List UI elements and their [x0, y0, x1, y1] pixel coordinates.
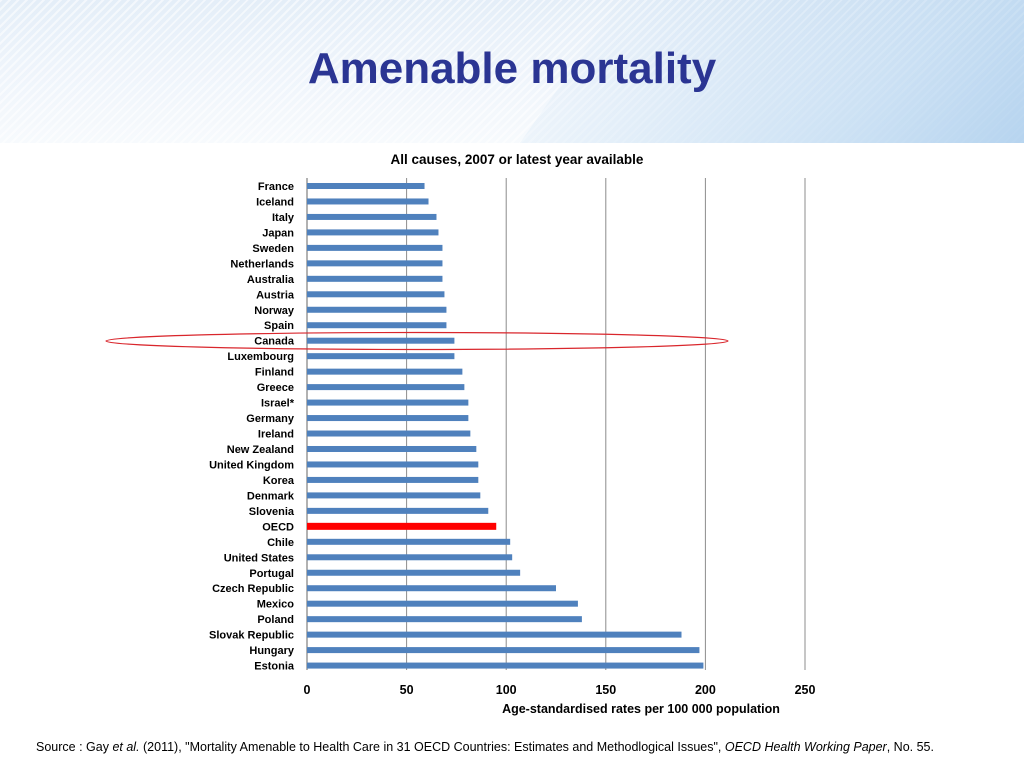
x-tick-label: 150 — [595, 683, 616, 697]
bar-finland — [307, 368, 463, 375]
category-labels: France Iceland Italy Japan Sweden Netherlands… — [209, 181, 295, 673]
category-label: Netherlands — [230, 258, 294, 270]
bar-mexico — [307, 600, 578, 607]
category-label: New Zealand — [227, 444, 294, 456]
category-label: Italy — [272, 212, 295, 224]
bar-australia — [307, 275, 443, 282]
chart-title: All causes, 2007 or latest year availabl… — [391, 152, 644, 167]
category-label: Greece — [257, 382, 294, 394]
bar-israel — [307, 399, 469, 406]
bar-estonia — [307, 662, 704, 669]
category-label: Ireland — [258, 429, 294, 441]
category-label: Estonia — [254, 661, 295, 673]
category-label: Japan — [262, 227, 294, 239]
category-label: Australia — [247, 274, 295, 286]
bar-netherlands — [307, 260, 443, 267]
source-prefix: Source : Gay — [36, 740, 113, 754]
category-label: OECD — [262, 521, 294, 533]
category-label: Israel* — [261, 398, 295, 410]
bar-chile — [307, 538, 511, 545]
x-tick-label: 250 — [795, 683, 816, 697]
bar-denmark — [307, 492, 481, 499]
category-label: Korea — [263, 475, 295, 487]
x-tick-labels: 0 50 100 150 200 250 — [304, 683, 816, 697]
bar-luxembourg — [307, 353, 455, 360]
bar-slovenia — [307, 507, 489, 514]
category-label: Norway — [254, 305, 295, 317]
slide-title: Amenable mortality — [307, 44, 717, 93]
bar-canada — [307, 337, 455, 344]
category-label: Slovak Republic — [209, 630, 294, 642]
source-middle: (2011), "Mortality Amenable to Health Ca… — [139, 740, 725, 754]
x-axis-label: Age-standardised rates per 100 000 popul… — [502, 702, 780, 716]
source-paper: OECD Health Working Paper — [724, 740, 887, 754]
bar-new-zealand — [307, 445, 477, 452]
bar-hungary — [307, 647, 700, 654]
bar-italy — [307, 213, 437, 220]
bar-ireland — [307, 430, 471, 437]
category-label: Slovenia — [249, 506, 295, 518]
bar-united-states — [307, 554, 513, 561]
category-label: Portugal — [249, 568, 294, 580]
bar-germany — [307, 415, 469, 422]
category-label: Chile — [267, 537, 294, 549]
source-citation: Source : Gay et al. (2011), "Mortality A… — [36, 740, 934, 754]
gridlines — [306, 178, 806, 670]
bar-austria — [307, 291, 445, 298]
category-label: United States — [224, 552, 294, 564]
category-label: Denmark — [247, 490, 295, 502]
bar-spain — [307, 322, 447, 329]
bar-oecd — [307, 522, 497, 530]
bar-japan — [307, 229, 439, 236]
category-label: Canada — [254, 336, 295, 348]
bar-iceland — [307, 198, 429, 205]
category-label: Finland — [255, 367, 294, 379]
bar-france — [307, 183, 425, 189]
title-banner — [0, 0, 1024, 143]
category-label: Luxembourg — [227, 351, 294, 363]
bar-united-kingdom — [307, 461, 479, 468]
x-tick-label: 0 — [304, 683, 311, 697]
category-label: Iceland — [256, 196, 294, 208]
bar-greece — [307, 384, 465, 391]
bar-slovak-republic — [307, 631, 682, 638]
highlight-ellipse — [105, 331, 729, 351]
bar-sweden — [307, 244, 443, 251]
category-label: Poland — [257, 614, 294, 626]
bar-czech-republic — [307, 585, 556, 592]
category-label: Austria — [256, 289, 295, 301]
category-label: Spain — [264, 320, 294, 332]
category-label: United Kingdom — [209, 459, 294, 471]
category-label: Hungary — [249, 645, 295, 657]
source-suffix: , No. 55. — [886, 740, 934, 754]
category-label: Germany — [246, 413, 295, 425]
bar-portugal — [307, 569, 521, 576]
bars — [307, 183, 704, 669]
bar-chart: All causes, 2007 or latest year availabl… — [105, 152, 816, 716]
category-label: Mexico — [257, 599, 295, 611]
category-label: Sweden — [252, 243, 294, 255]
category-label: Czech Republic — [212, 583, 294, 595]
bar-korea — [307, 476, 479, 483]
x-tick-label: 200 — [695, 683, 716, 697]
x-tick-label: 50 — [400, 683, 414, 697]
bar-poland — [307, 616, 582, 623]
source-etal: et al. — [112, 740, 140, 754]
bar-norway — [307, 306, 447, 313]
category-label: France — [258, 181, 294, 193]
x-tick-label: 100 — [496, 683, 517, 697]
